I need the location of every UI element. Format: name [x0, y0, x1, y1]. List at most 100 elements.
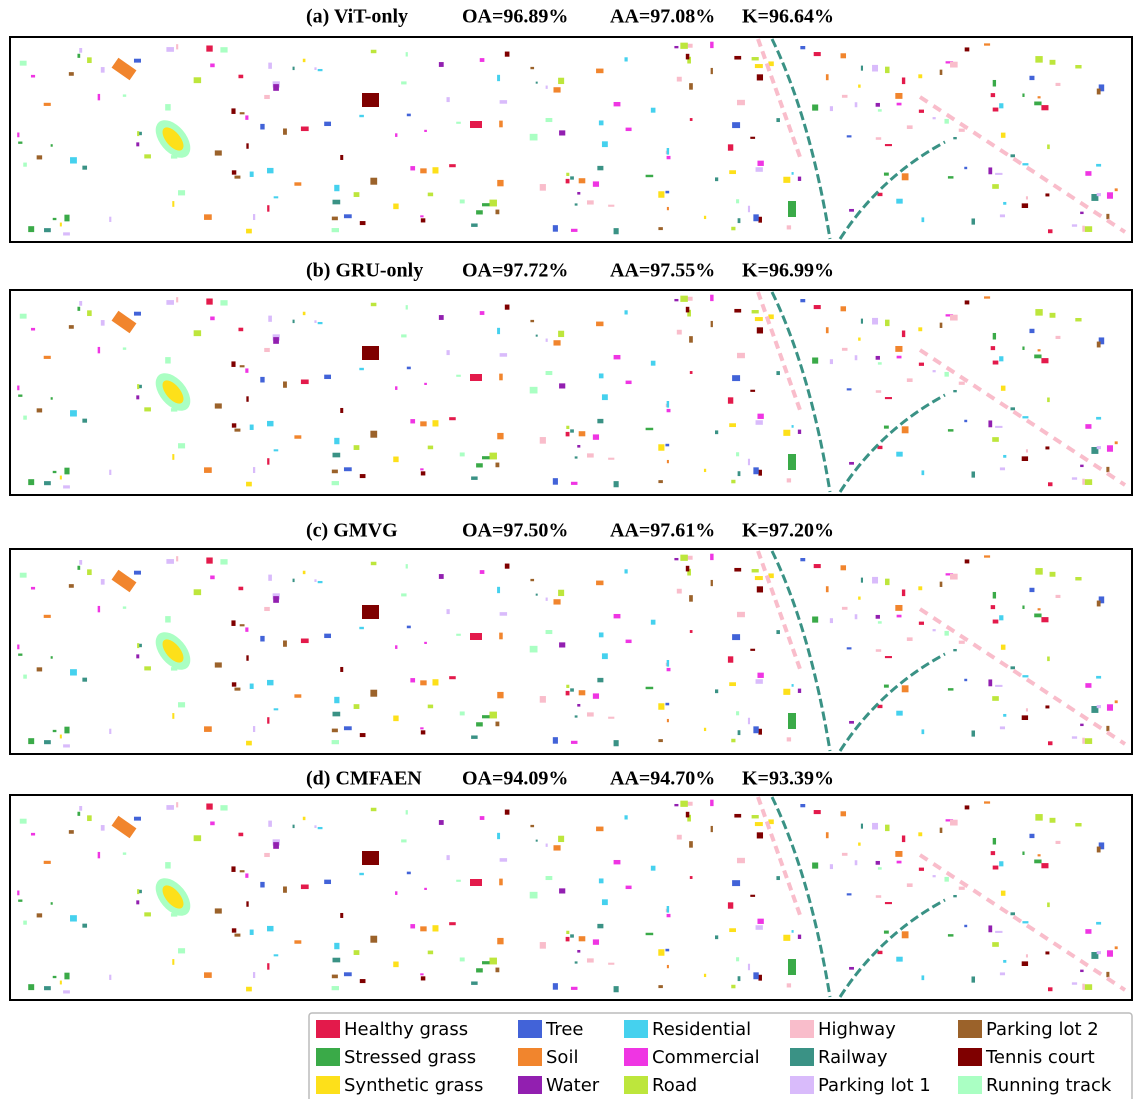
patch: [238, 75, 243, 79]
patch: [602, 899, 608, 905]
patch: [303, 817, 306, 820]
patch: [738, 471, 741, 476]
patch: [689, 336, 693, 343]
patch: [858, 85, 861, 88]
patch: [1041, 358, 1048, 363]
patch: [690, 876, 693, 879]
patch: [420, 973, 423, 975]
legend-label: Highway: [818, 1019, 896, 1040]
patch: [432, 167, 438, 173]
patch: [109, 729, 111, 734]
patch: [274, 954, 279, 956]
legend-label: Road: [652, 1075, 697, 1096]
patch: [919, 868, 924, 871]
patch: [665, 949, 669, 952]
patch: [232, 170, 236, 174]
patch: [294, 940, 301, 943]
oa: OA=97.50%: [462, 520, 568, 542]
patch: [1022, 456, 1028, 461]
classification-map: [10, 290, 1132, 495]
patch: [587, 453, 594, 457]
patch: [787, 983, 791, 987]
patch: [546, 598, 548, 601]
patch: [332, 228, 339, 232]
patch: [919, 363, 924, 366]
patch: [505, 52, 510, 57]
patch: [220, 300, 227, 305]
patch: [240, 365, 245, 367]
patch: [144, 912, 151, 916]
patch: [424, 888, 427, 890]
patch: [738, 976, 741, 981]
patch: [51, 397, 53, 400]
patch: [1085, 929, 1091, 934]
patch: [674, 46, 678, 48]
patch: [267, 717, 269, 723]
patch: [536, 840, 538, 842]
patch: [303, 312, 306, 315]
patch: [318, 827, 323, 829]
patch: [988, 420, 992, 427]
patch: [1001, 891, 1006, 896]
patch: [1035, 814, 1042, 821]
patch: [1047, 144, 1050, 149]
patch: [1034, 860, 1041, 864]
legend-label: Tree: [545, 1019, 584, 1040]
patch: [344, 726, 352, 730]
patch: [18, 142, 22, 144]
patch: [944, 631, 948, 636]
patch: [965, 300, 970, 304]
patch: [704, 974, 706, 977]
patch: [731, 480, 735, 484]
legend-label: Healthy grass: [344, 1019, 468, 1040]
patch: [570, 934, 574, 937]
patch: [704, 216, 706, 219]
patch: [922, 729, 925, 734]
patch: [428, 446, 433, 450]
patch: [667, 719, 669, 722]
patch: [410, 166, 415, 170]
patch: [732, 880, 740, 886]
patch: [896, 711, 902, 716]
patch: [250, 172, 254, 177]
patch: [1072, 224, 1077, 226]
patch: [948, 934, 954, 936]
patch: [993, 108, 999, 112]
patch: [1050, 313, 1056, 318]
grass: [470, 121, 482, 128]
patch: [245, 627, 248, 631]
patch: [536, 594, 538, 596]
patch: [432, 679, 438, 685]
patch: [234, 688, 240, 691]
patch: [814, 52, 821, 56]
patch: [753, 726, 758, 733]
patch: [686, 566, 690, 572]
patch: [1106, 467, 1109, 472]
patch: [1034, 614, 1041, 618]
patch: [500, 612, 507, 616]
patch: [1082, 984, 1084, 990]
patch: [599, 373, 604, 378]
legend-swatch: [518, 1076, 542, 1094]
patch: [667, 668, 671, 671]
patch: [1097, 601, 1101, 607]
patch: [876, 895, 881, 898]
patch: [729, 928, 736, 932]
patch: [646, 687, 654, 689]
patch: [246, 901, 248, 906]
patch: [460, 711, 465, 715]
patch: [401, 81, 406, 84]
patch: [460, 199, 465, 203]
patch: [614, 481, 619, 487]
patch: [500, 100, 507, 104]
patch: [354, 192, 360, 197]
patch: [918, 832, 922, 836]
patch: [371, 303, 377, 306]
patch: [60, 735, 62, 739]
patch: [231, 361, 235, 367]
patch: [559, 888, 565, 893]
patch: [1022, 961, 1028, 966]
classification-map: [10, 37, 1132, 242]
patch: [559, 642, 565, 647]
patch: [686, 307, 690, 313]
